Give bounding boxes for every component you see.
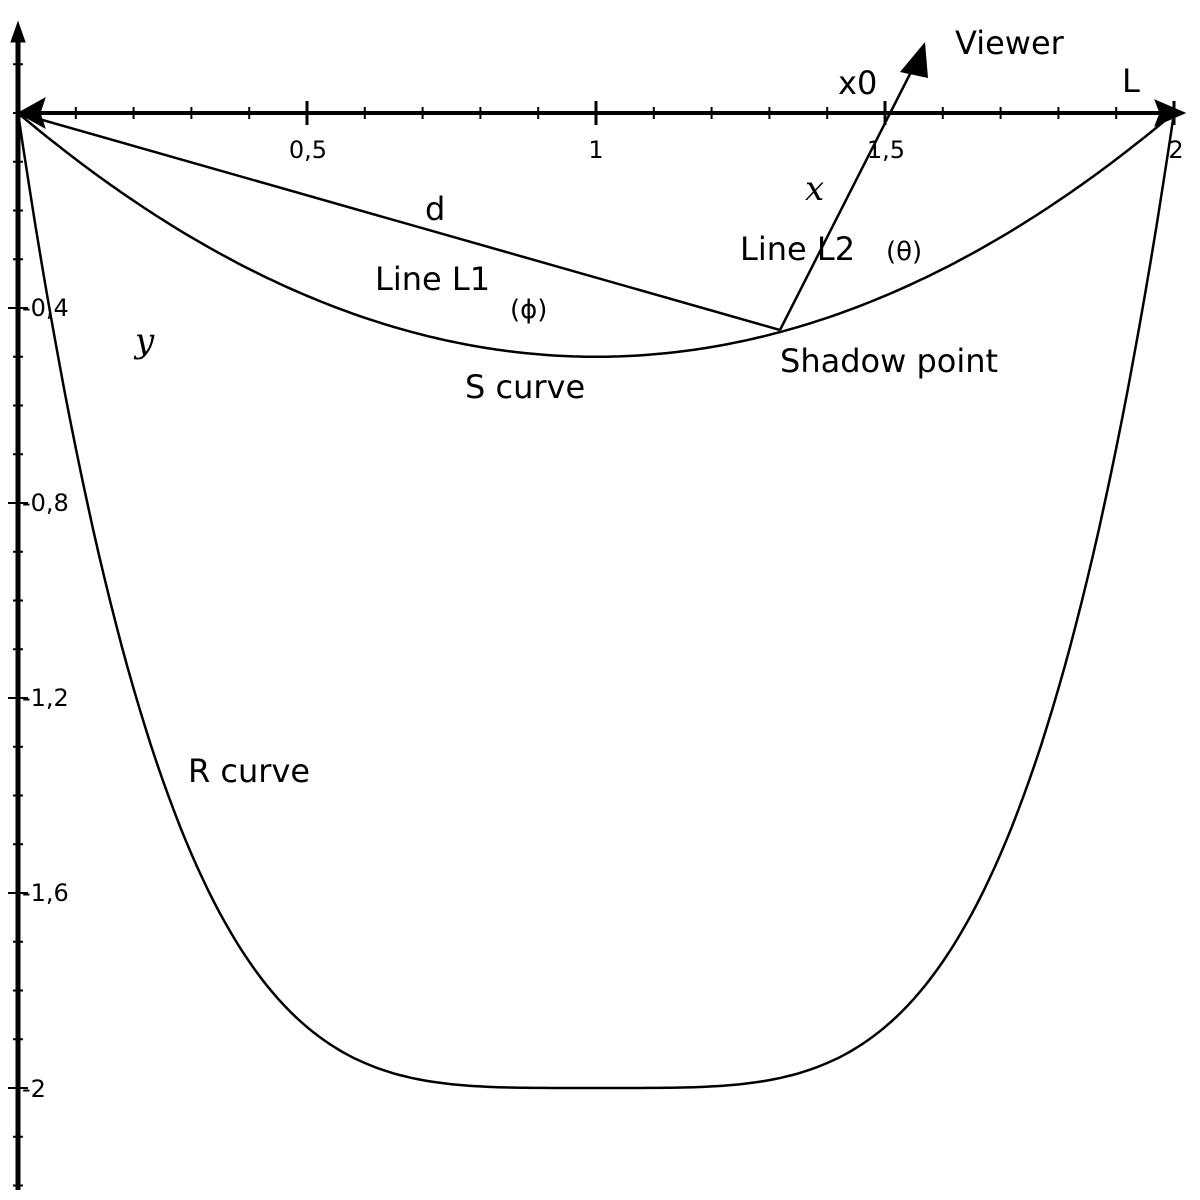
y-tick-labels: -0,4 -0,8 -1,2 -1,6 -2 xyxy=(22,294,69,1103)
origin-arrow xyxy=(16,96,46,130)
labels: Viewer x0 L x d Line L1 (ϕ) Line L2 (θ) … xyxy=(133,24,1140,790)
line-d xyxy=(17,111,781,332)
label: L xyxy=(1122,62,1140,100)
curves xyxy=(16,42,1176,1090)
x-tick-label: 1,5 xyxy=(867,136,905,164)
label: x xyxy=(805,169,824,209)
label: R curve xyxy=(188,752,310,790)
label: x0 xyxy=(838,64,877,102)
x-tick-label: 1 xyxy=(588,136,603,164)
x-axis-arrow xyxy=(1154,99,1187,127)
label: Viewer xyxy=(955,24,1065,62)
x-tick-label: 2 xyxy=(1168,136,1183,164)
s-curve xyxy=(17,112,1175,359)
y-tick-label: -0,8 xyxy=(22,489,69,517)
label: d xyxy=(425,190,445,228)
ticks xyxy=(8,63,1176,1187)
y-tick-label: -2 xyxy=(22,1075,46,1103)
label: (ϕ) xyxy=(510,295,547,325)
viewer-arrow xyxy=(900,42,928,78)
axes xyxy=(10,20,1187,1190)
y-tick-label: -1,2 xyxy=(22,684,69,712)
label: Shadow point xyxy=(780,342,998,380)
label: S curve xyxy=(465,368,585,406)
label: Line L2 xyxy=(740,230,855,268)
label: (θ) xyxy=(886,237,922,267)
label: y xyxy=(133,321,155,361)
r-curve xyxy=(16,112,1176,1090)
line-l2 xyxy=(778,69,914,331)
x-tick-label: 0,5 xyxy=(289,136,327,164)
y-tick-label: -0,4 xyxy=(22,294,69,322)
y-axis-arrow xyxy=(10,20,26,43)
x-tick-labels: 0,5 1 1,5 2 xyxy=(289,136,1184,164)
label: Line L1 xyxy=(375,260,490,298)
y-tick-label: -1,6 xyxy=(22,879,69,907)
